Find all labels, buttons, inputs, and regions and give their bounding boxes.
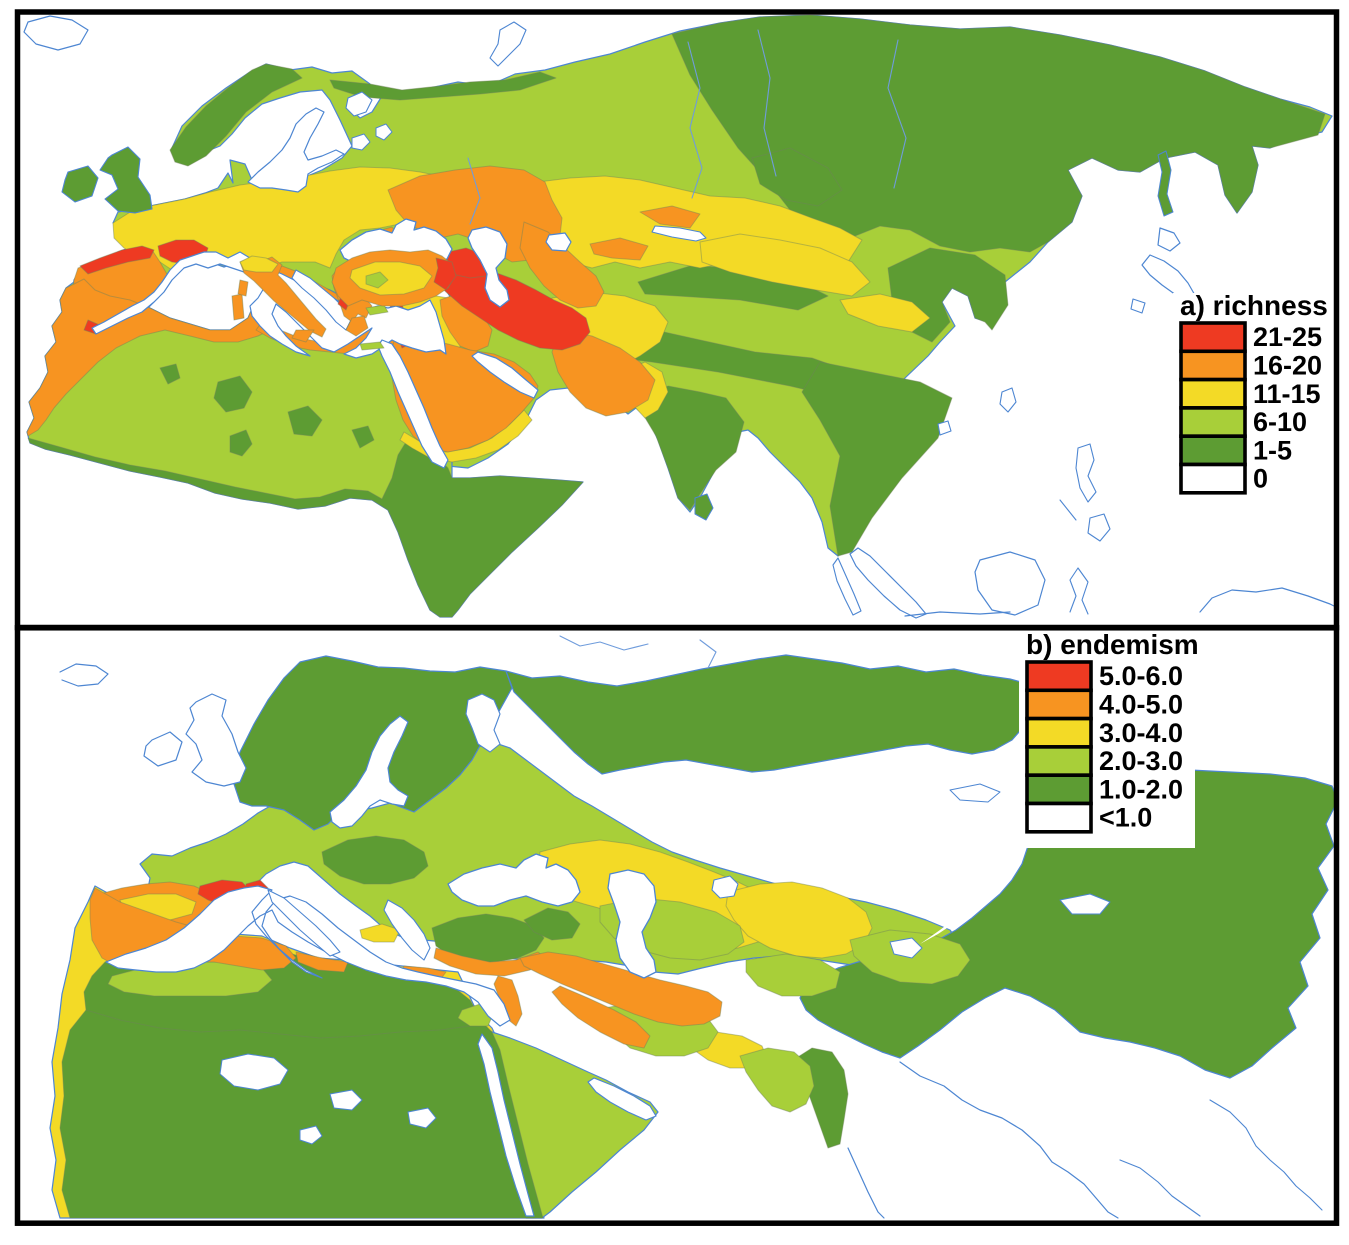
svg-text:4.0-5.0: 4.0-5.0 [1099,689,1183,719]
svg-text:1-5: 1-5 [1253,435,1292,465]
svg-text:5.0-6.0: 5.0-6.0 [1099,661,1183,691]
svg-text:6-10: 6-10 [1253,407,1307,437]
svg-text:3.0-4.0: 3.0-4.0 [1099,718,1183,748]
svg-text:16-20: 16-20 [1253,350,1322,380]
svg-text:1.0-2.0: 1.0-2.0 [1099,774,1183,804]
svg-text:<1.0: <1.0 [1099,803,1152,833]
svg-text:a) richness: a) richness [1180,290,1328,321]
svg-text:21-25: 21-25 [1253,322,1322,352]
svg-text:11-15: 11-15 [1253,379,1321,409]
svg-text:0: 0 [1253,464,1268,494]
svg-text:2.0-3.0: 2.0-3.0 [1099,746,1183,776]
svg-text:b) endemism: b) endemism [1026,629,1199,660]
